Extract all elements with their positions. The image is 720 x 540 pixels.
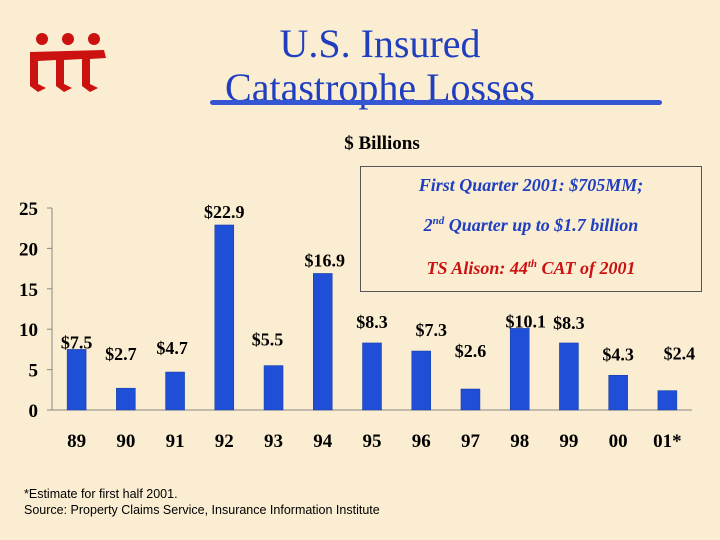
x-tick-label: 92 (215, 431, 234, 452)
bar (313, 273, 333, 411)
bar (263, 365, 284, 411)
bar (657, 390, 678, 411)
x-tick-label: 95 (363, 431, 382, 452)
y-tick-label: 20 (19, 239, 38, 260)
y-tick-label: 25 (19, 199, 38, 220)
bar-value-label: $5.5 (252, 330, 284, 350)
x-tick-label: 96 (412, 431, 431, 452)
bar-value-label: $8.3 (356, 312, 388, 332)
bar-value-label: $2.4 (664, 344, 696, 364)
x-tick-label: 94 (313, 431, 333, 452)
bar-value-label: $8.3 (553, 313, 585, 333)
bar-value-label: $4.3 (602, 344, 634, 364)
x-tick-label: 90 (116, 431, 135, 452)
x-tick-label: 97 (461, 431, 481, 452)
title-underline (210, 100, 662, 105)
y-tick-label: 15 (19, 280, 38, 301)
note-line-3-suffix: CAT of 2001 (537, 258, 636, 278)
bar (608, 375, 628, 411)
x-tick-label: 00 (609, 431, 628, 452)
source-block: *Estimate for first half 2001. Source: P… (24, 486, 380, 518)
x-tick-label: 93 (264, 431, 283, 452)
bar (362, 342, 382, 411)
note-line-2-sup: nd (432, 215, 445, 227)
bar (214, 224, 235, 411)
bar-value-label: $2.6 (455, 341, 487, 361)
bar (411, 350, 431, 411)
footnote: *Estimate for first half 2001. (24, 487, 178, 501)
iii-logo (28, 32, 110, 94)
x-tick-label: 91 (166, 431, 185, 452)
x-tick-label: 89 (67, 431, 86, 452)
unit-label: $ Billions (344, 133, 420, 154)
note-line-3-prefix: TS Alison: 44 (426, 258, 528, 278)
x-tick-label: 99 (559, 431, 578, 452)
note-line-2-prefix: 2 (423, 215, 433, 235)
y-tick-label: 10 (19, 320, 38, 341)
bar-value-label: $7.5 (61, 332, 93, 352)
x-axis-labels: 89 90 91 92 93 94 95 96 97 98 99 00 01* (67, 431, 682, 452)
note-line-2: 2nd Quarter up to $1.7 billion (361, 215, 701, 236)
bar-series (66, 224, 678, 411)
bar (116, 387, 136, 411)
bar (165, 371, 185, 411)
bar (460, 388, 481, 411)
x-tick-label: 01* (653, 431, 682, 452)
note-line-3: TS Alison: 44th CAT of 2001 (361, 258, 701, 279)
bar (509, 328, 530, 411)
title-line-1: U.S. Insured (279, 21, 481, 66)
value-labels: $7.5 $2.7 $4.7 $22.9 $5.5 $16.9 $8.3 $7.3 $2.6 $1… (61, 202, 695, 364)
note-line-3-sup: th (527, 258, 538, 270)
y-axis: 0 5 10 15 20 25 (19, 199, 53, 422)
bar-value-label: $22.9 (204, 202, 245, 222)
bar (66, 349, 87, 411)
bar-value-label: $7.3 (415, 320, 447, 340)
x-tick-label: 98 (510, 431, 529, 452)
quarter-note-box: First Quarter 2001: $705MM; 2nd Quarter … (360, 166, 702, 292)
source-text: Source: Property Claims Service, Insuran… (24, 503, 380, 517)
y-tick-label: 5 (29, 361, 39, 382)
note-line-2-suffix: Quarter up to $1.7 billion (444, 215, 639, 235)
y-tick-label: 0 (29, 401, 39, 422)
bar-value-label: $4.7 (156, 338, 188, 358)
bar (559, 342, 579, 411)
bar-value-label: $10.1 (505, 311, 546, 331)
note-line-1: First Quarter 2001: $705MM; (418, 175, 644, 195)
bar-value-label: $2.7 (105, 344, 137, 364)
bar-value-label: $16.9 (305, 250, 346, 270)
